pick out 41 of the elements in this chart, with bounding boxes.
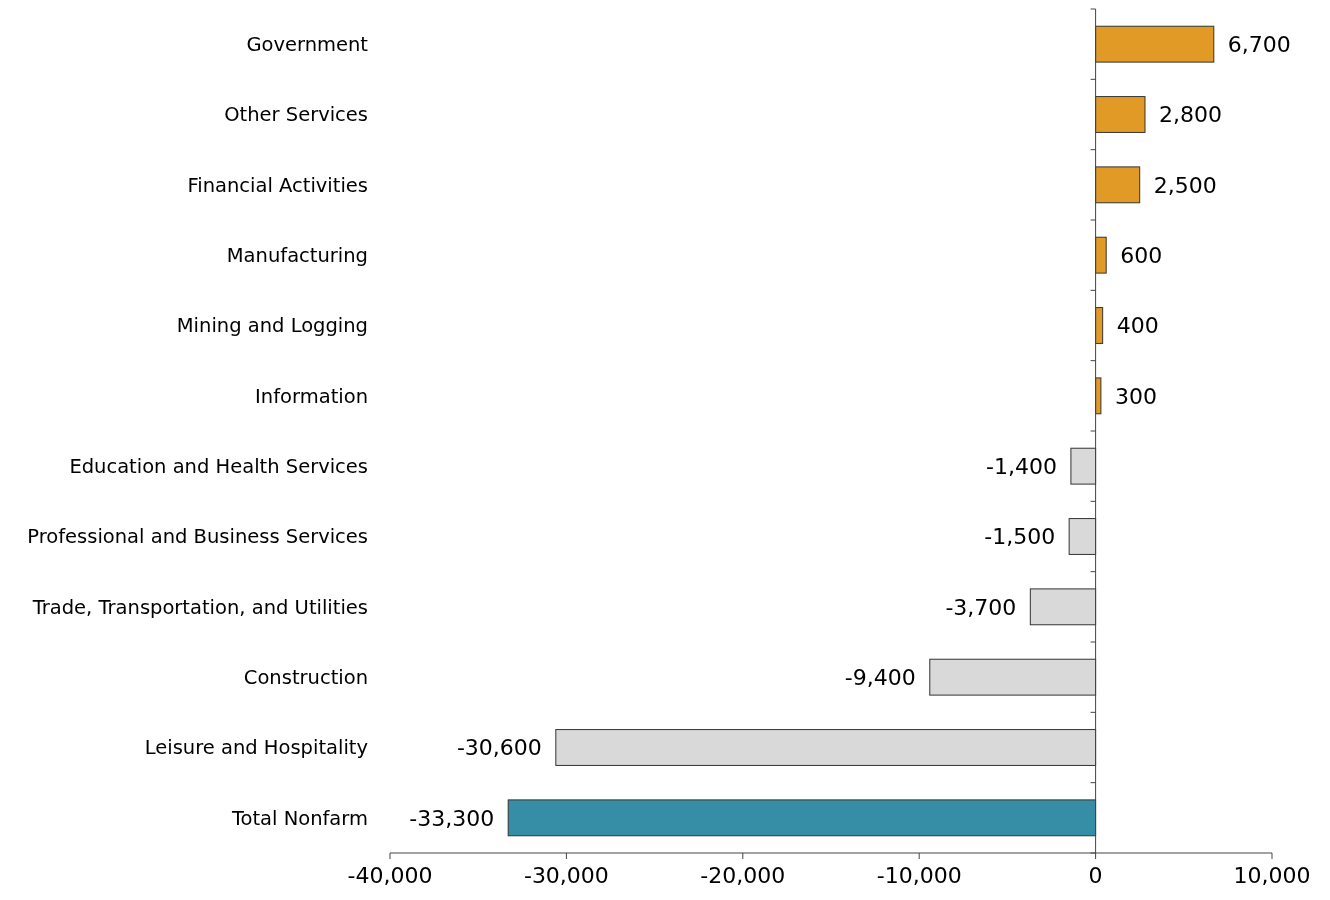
bar <box>1029 588 1097 626</box>
y-tick-label: Leisure and Hospitality <box>144 736 368 760</box>
y-tick-label: Financial Activities <box>187 173 368 197</box>
y-tick-label: Government <box>246 32 369 56</box>
data-label: 400 <box>1116 313 1159 339</box>
bar <box>1095 25 1215 63</box>
y-tick-label: Construction <box>243 665 368 689</box>
y-tick-label: Manufacturing <box>226 243 368 267</box>
bar <box>1068 518 1097 555</box>
y-tick-label: Total Nonfarm <box>230 806 368 830</box>
x-tick-label: -30,000 <box>523 863 609 888</box>
data-label: 600 <box>1120 242 1163 268</box>
x-tick-label: -40,000 <box>347 863 433 888</box>
data-label: -30,600 <box>456 735 542 761</box>
data-label: 6,700 <box>1227 31 1291 57</box>
data-label: 2,500 <box>1153 172 1217 198</box>
y-tick-label: Other Services <box>224 103 368 127</box>
data-label: -9,400 <box>844 664 916 690</box>
y-tick-label: Trade, Transportation, and Utilities <box>31 595 368 619</box>
x-tick-label: 0 <box>1088 863 1103 888</box>
bar <box>1095 166 1141 204</box>
bar <box>1070 447 1097 485</box>
data-label: -1,400 <box>985 453 1057 479</box>
y-tick-label: Education and Health Services <box>69 454 368 478</box>
y-tick-label: Mining and Logging <box>176 314 368 338</box>
bar <box>1095 377 1102 415</box>
data-label: 2,800 <box>1158 102 1222 128</box>
data-label: 300 <box>1114 383 1157 409</box>
bar <box>1095 236 1107 274</box>
bar <box>1095 96 1146 133</box>
data-label: -1,500 <box>984 524 1056 550</box>
y-tick-label: Professional and Business Services <box>27 525 368 549</box>
bar <box>929 658 1097 696</box>
data-label: -33,300 <box>409 805 495 831</box>
x-tick-label: 10,000 <box>1233 863 1311 888</box>
x-tick-label: -10,000 <box>876 863 962 888</box>
bar <box>555 729 1097 766</box>
y-tick-label: Information <box>255 384 368 408</box>
bar <box>507 799 1097 837</box>
data-label: -3,700 <box>945 594 1017 620</box>
x-tick-label: -20,000 <box>700 863 786 888</box>
